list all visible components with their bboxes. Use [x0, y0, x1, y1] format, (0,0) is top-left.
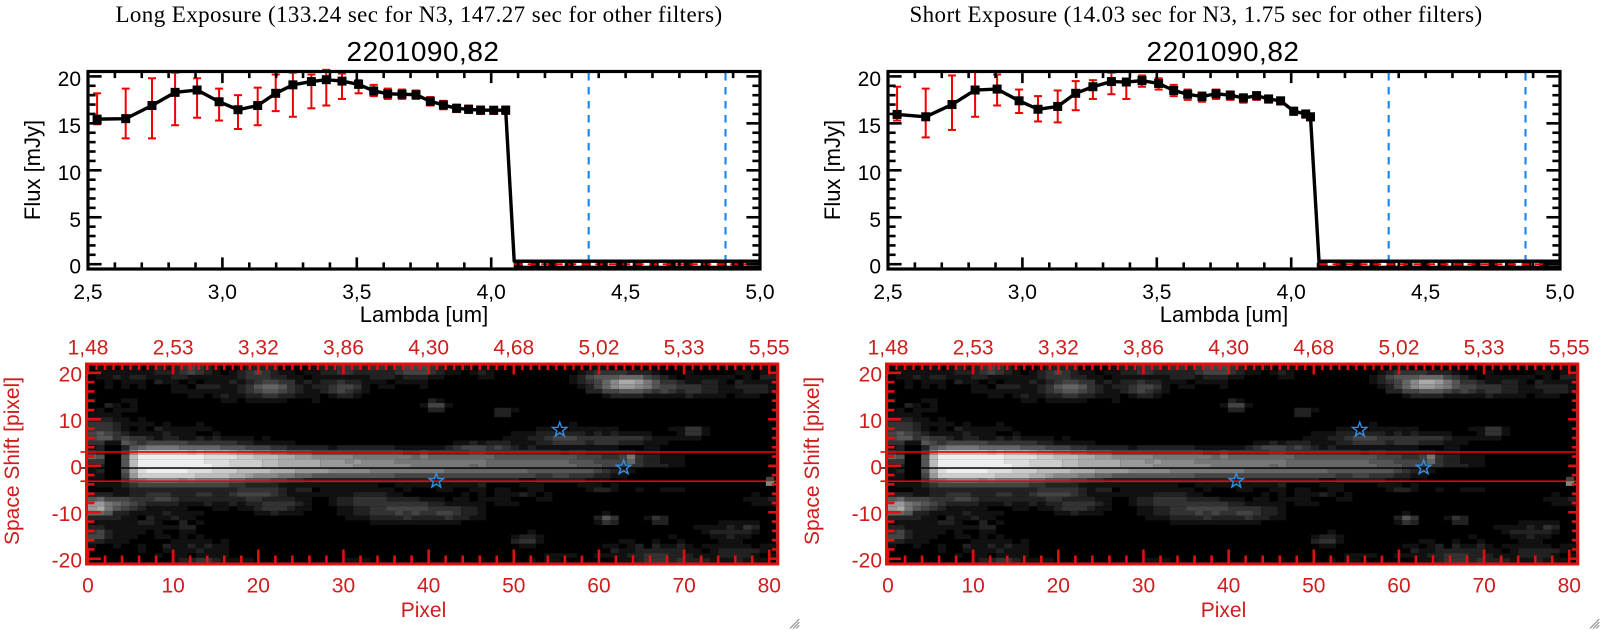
svg-text:-10: -10 — [52, 503, 82, 526]
svg-text:30: 30 — [1132, 575, 1155, 598]
svg-text:Space Shift [pixel]: Space Shift [pixel] — [1, 377, 24, 545]
svg-text:4,5: 4,5 — [1411, 281, 1440, 304]
svg-text:10: 10 — [59, 410, 82, 433]
svg-text:Space Shift [pixel]: Space Shift [pixel] — [801, 377, 824, 545]
svg-text:4,68: 4,68 — [1293, 337, 1334, 360]
svg-text:5: 5 — [869, 209, 881, 232]
svg-text:2201090,82: 2201090,82 — [347, 36, 500, 67]
svg-text:40: 40 — [417, 575, 440, 598]
svg-text:-20: -20 — [852, 549, 882, 572]
svg-text:1,48: 1,48 — [868, 337, 909, 360]
svg-text:20: 20 — [58, 68, 81, 91]
svg-text:-10: -10 — [852, 503, 882, 526]
svg-text:2,53: 2,53 — [953, 337, 994, 360]
svg-text:50: 50 — [1302, 575, 1325, 598]
svg-text:4,0: 4,0 — [1277, 281, 1306, 304]
svg-text:Pixel: Pixel — [1201, 599, 1247, 622]
svg-text:3,86: 3,86 — [323, 337, 364, 360]
svg-text:3,86: 3,86 — [1123, 337, 1164, 360]
svg-text:0: 0 — [882, 575, 894, 598]
svg-text:5,33: 5,33 — [1464, 337, 1505, 360]
svg-text:60: 60 — [1387, 575, 1410, 598]
svg-text:2,53: 2,53 — [153, 337, 194, 360]
svg-text:Lambda [um]: Lambda [um] — [360, 302, 488, 327]
svg-text:2,5: 2,5 — [873, 281, 902, 304]
svg-text:-20: -20 — [52, 549, 82, 572]
svg-text:3,32: 3,32 — [238, 337, 279, 360]
svg-text:Flux [mJy]: Flux [mJy] — [20, 120, 45, 220]
svg-text:60: 60 — [587, 575, 610, 598]
svg-text:Long Exposure (133.24 sec for: Long Exposure (133.24 sec for N3, 147.27… — [115, 2, 722, 27]
svg-text:Lambda [um]: Lambda [um] — [1160, 302, 1288, 327]
svg-text:3,32: 3,32 — [1038, 337, 1079, 360]
svg-text:70: 70 — [1472, 575, 1495, 598]
svg-text:Pixel: Pixel — [401, 599, 447, 622]
svg-text:80: 80 — [758, 575, 781, 598]
svg-text:4,30: 4,30 — [408, 337, 449, 360]
svg-text:0: 0 — [69, 256, 81, 279]
svg-text:80: 80 — [1558, 575, 1581, 598]
svg-text:3,5: 3,5 — [342, 281, 371, 304]
svg-text:20: 20 — [247, 575, 270, 598]
svg-text:5,33: 5,33 — [664, 337, 705, 360]
svg-text:0: 0 — [870, 456, 882, 479]
svg-text:10: 10 — [161, 575, 184, 598]
svg-text:5,0: 5,0 — [745, 281, 774, 304]
svg-text:2201090,82: 2201090,82 — [1147, 36, 1300, 67]
svg-text:10: 10 — [859, 410, 882, 433]
svg-text:10: 10 — [961, 575, 984, 598]
svg-text:1,48: 1,48 — [68, 337, 109, 360]
svg-text:3,0: 3,0 — [1008, 281, 1037, 304]
svg-text:3,0: 3,0 — [208, 281, 237, 304]
svg-text:5,55: 5,55 — [1549, 337, 1590, 360]
svg-text:4,5: 4,5 — [611, 281, 640, 304]
svg-text:70: 70 — [672, 575, 695, 598]
svg-text:0: 0 — [82, 575, 94, 598]
svg-text:20: 20 — [859, 363, 882, 386]
svg-text:30: 30 — [332, 575, 355, 598]
svg-text:5,0: 5,0 — [1545, 281, 1574, 304]
svg-text:15: 15 — [858, 115, 881, 138]
svg-text:3,5: 3,5 — [1142, 281, 1171, 304]
svg-text:0: 0 — [70, 456, 82, 479]
svg-text:Short Exposure (14.03 sec for: Short Exposure (14.03 sec for N3, 1.75 s… — [909, 2, 1482, 27]
svg-text:Flux [mJy]: Flux [mJy] — [820, 120, 845, 220]
svg-text:20: 20 — [858, 68, 881, 91]
svg-text:15: 15 — [58, 115, 81, 138]
svg-text:10: 10 — [58, 162, 81, 185]
svg-text:4,0: 4,0 — [477, 281, 506, 304]
svg-text:20: 20 — [1047, 575, 1070, 598]
svg-text:0: 0 — [869, 256, 881, 279]
svg-text:5,55: 5,55 — [749, 337, 790, 360]
svg-text:5,02: 5,02 — [579, 337, 620, 360]
svg-text:4,30: 4,30 — [1208, 337, 1249, 360]
svg-text:4,68: 4,68 — [493, 337, 534, 360]
svg-text:2,5: 2,5 — [73, 281, 102, 304]
svg-text:20: 20 — [59, 363, 82, 386]
svg-text:10: 10 — [858, 162, 881, 185]
svg-text:5,02: 5,02 — [1379, 337, 1420, 360]
svg-text:5: 5 — [69, 209, 81, 232]
svg-text:50: 50 — [502, 575, 525, 598]
svg-text:40: 40 — [1217, 575, 1240, 598]
